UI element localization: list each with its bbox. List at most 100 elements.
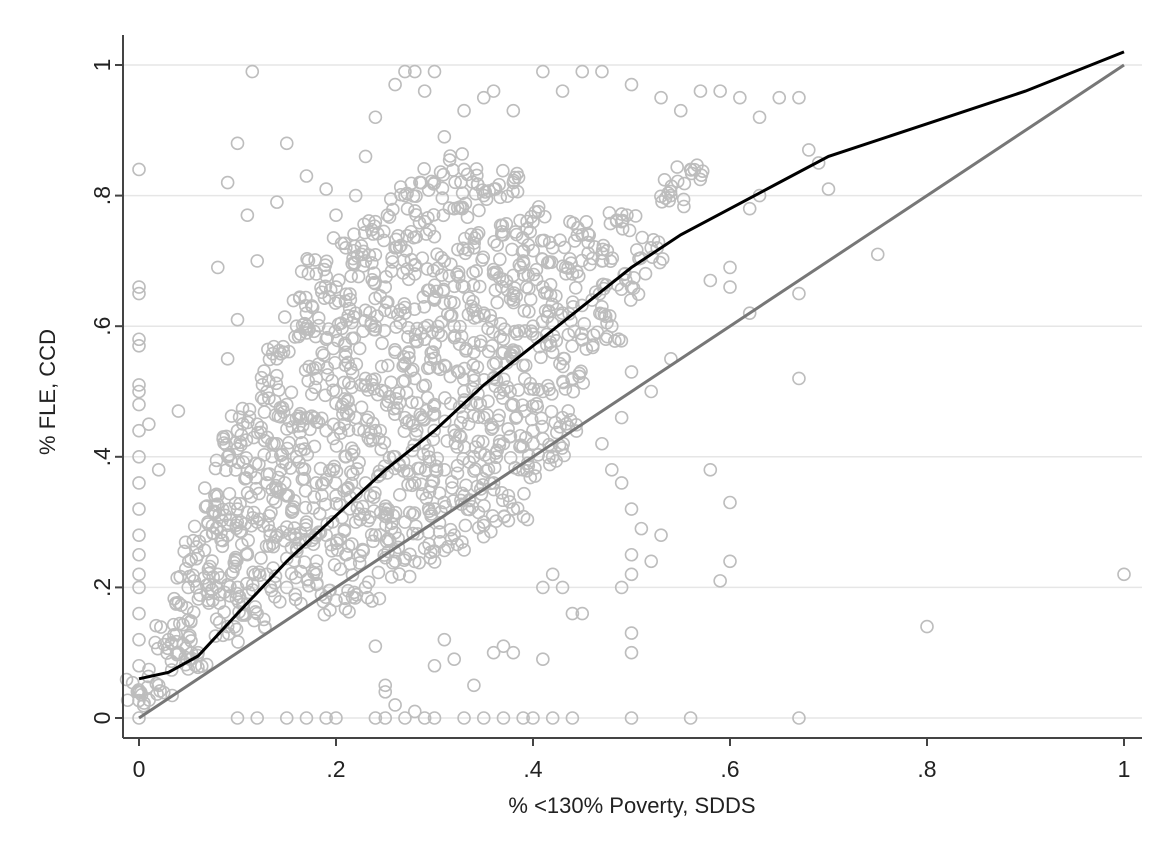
data-point-jitter [571, 220, 585, 235]
data-point-jitter [252, 512, 267, 526]
data-point-jitter [473, 334, 488, 349]
data-point-jitter [420, 262, 435, 276]
data-point [339, 345, 353, 360]
data-point [624, 567, 639, 582]
data-point-jitter [247, 613, 261, 628]
data-point-jitter [271, 409, 286, 423]
data-point [1117, 567, 1131, 582]
data-point-jitter [462, 502, 477, 517]
data-point [476, 711, 491, 725]
data-point-jitter [518, 324, 532, 338]
data-point-jitter [553, 233, 567, 247]
data-point-jitter [492, 438, 507, 452]
data-point-jitter [186, 605, 201, 620]
data-point [319, 711, 333, 725]
data-point-jitter [453, 415, 468, 430]
data-point-jitter [457, 372, 471, 386]
data-point-jitter [254, 551, 268, 565]
data-point-jitter [375, 336, 389, 351]
data-point-jitter [638, 266, 653, 281]
data-point [486, 645, 501, 660]
data-point-jitter [435, 181, 450, 196]
data-point-jitter [187, 519, 202, 534]
data-point-jitter [388, 525, 402, 540]
data-point-jitter [339, 449, 353, 464]
data-point-jitter [239, 547, 253, 562]
data-point-jitter [483, 476, 498, 491]
data-point-jitter [506, 295, 521, 310]
data-point-jitter [518, 358, 533, 373]
data-point-jitter [598, 309, 613, 324]
data-point [693, 84, 708, 98]
y-tick-label: .2 [89, 578, 115, 597]
data-point-jitter [467, 336, 481, 350]
data-point-jitter [396, 359, 411, 373]
data-point [467, 678, 481, 693]
data-point-jitter [178, 535, 193, 550]
data-point-jitter [256, 392, 271, 407]
data-point-jitter [488, 379, 503, 394]
data-point-jitter [559, 267, 573, 281]
data-point-jitter [208, 488, 222, 503]
data-point [555, 84, 570, 98]
data-point-jitter [471, 386, 485, 401]
data-point-jitter [384, 521, 399, 536]
data-point-jitter [497, 383, 511, 397]
data-point [624, 711, 639, 725]
data-point-jitter [483, 308, 498, 323]
data-point-jitter [220, 518, 235, 533]
data-point [358, 149, 373, 164]
data-point-jitter [367, 381, 381, 396]
data-point [151, 463, 166, 477]
data-point [545, 567, 560, 582]
data-point-jitter [288, 592, 303, 607]
data-point-jitter [493, 252, 507, 267]
data-point-jitter [406, 362, 420, 377]
data-point-jitter [415, 251, 430, 265]
data-point-jitter [319, 269, 334, 284]
y-tick-label: 1 [89, 59, 115, 72]
data-point-jitter [140, 680, 155, 694]
data-point [211, 260, 225, 275]
data-point-jitter [356, 244, 371, 259]
data-point [245, 64, 260, 79]
data-point-jitter [215, 502, 230, 517]
data-point-jitter [442, 201, 457, 215]
data-point-jitter [288, 330, 302, 344]
data-point-jitter [597, 281, 611, 296]
data-point-jitter [177, 544, 191, 559]
data-point-jitter [344, 315, 359, 330]
data-point-jitter [318, 497, 333, 512]
data-point [388, 698, 402, 712]
data-point-jitter [286, 293, 301, 308]
data-point-jitter [198, 481, 212, 495]
data-point-jitter [291, 409, 306, 423]
data-point-jitter [337, 522, 352, 537]
data-point [595, 64, 609, 79]
data-point-jitter [556, 375, 571, 390]
data-point-jitter [555, 441, 569, 455]
data-point-jitter [502, 495, 517, 509]
data-point-jitter [280, 441, 295, 456]
data-point-jitter [288, 531, 303, 545]
data-point-jitter [409, 423, 424, 438]
data-point-jitter [314, 411, 329, 426]
data-point [644, 554, 659, 569]
data-point [250, 711, 265, 725]
data-point-jitter [367, 275, 381, 290]
data-point-jitter [227, 620, 242, 634]
data-point [329, 280, 343, 294]
data-point-jitter [167, 628, 181, 642]
data-point-jitter [342, 605, 356, 619]
data-point [624, 77, 639, 92]
data-point-jitter [553, 356, 567, 371]
data-point-jitter [489, 450, 504, 465]
data-point-jitter [447, 296, 461, 310]
data-point-jitter [442, 153, 457, 167]
data-point-jitter [430, 247, 444, 262]
fit-line [138, 50, 1125, 681]
data-point-jitter [125, 675, 140, 690]
data-point-jitter [414, 410, 429, 425]
data-point [309, 267, 324, 281]
data-point-jitter [242, 410, 257, 424]
